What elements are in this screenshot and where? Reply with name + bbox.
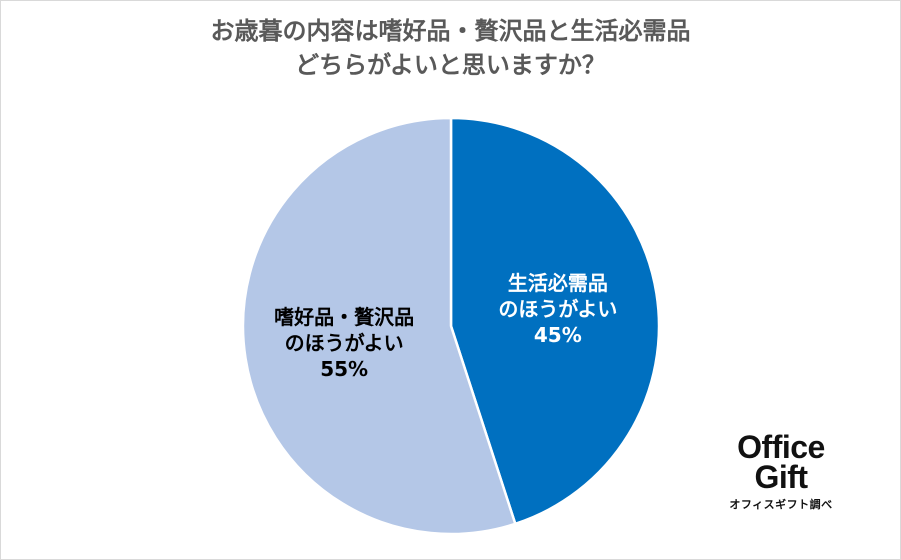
pie-slice-label-0: 生活必需品のほうがよい 45%: [498, 271, 617, 347]
pie-slice-0: [449, 116, 661, 526]
chart-title-line-1: お歳暮の内容は嗜好品・贅沢品と生活必需品: [210, 17, 691, 45]
pie-slice-label-line: 55%: [320, 357, 368, 381]
pie-slice-1: [241, 116, 517, 536]
pie-slice-label-line: 45%: [534, 323, 582, 347]
office-gift-logo: Office Gift オフィスギフト調べ: [716, 429, 846, 512]
pie-slice-label-line: のほうがよい: [498, 297, 617, 321]
logo-line-gift: Gift: [754, 459, 808, 495]
pie-slice-label-line: 嗜好品・贅沢品: [274, 305, 414, 329]
pie-slice-label-line: 生活必需品: [508, 271, 608, 295]
logo-line-office: Office: [737, 429, 825, 465]
chart-title: お歳暮の内容は嗜好品・贅沢品と生活必需品 どちらがよいと思いますか？: [0, 14, 901, 82]
logo-caption: オフィスギフト調べ: [729, 498, 833, 511]
pie-slice-label-line: のほうがよい: [285, 331, 404, 355]
pie-slice-label-1: 嗜好品・贅沢品のほうがよい 55%: [274, 305, 414, 381]
chart-title-line-2: どちらがよいと思いますか？: [295, 51, 606, 79]
